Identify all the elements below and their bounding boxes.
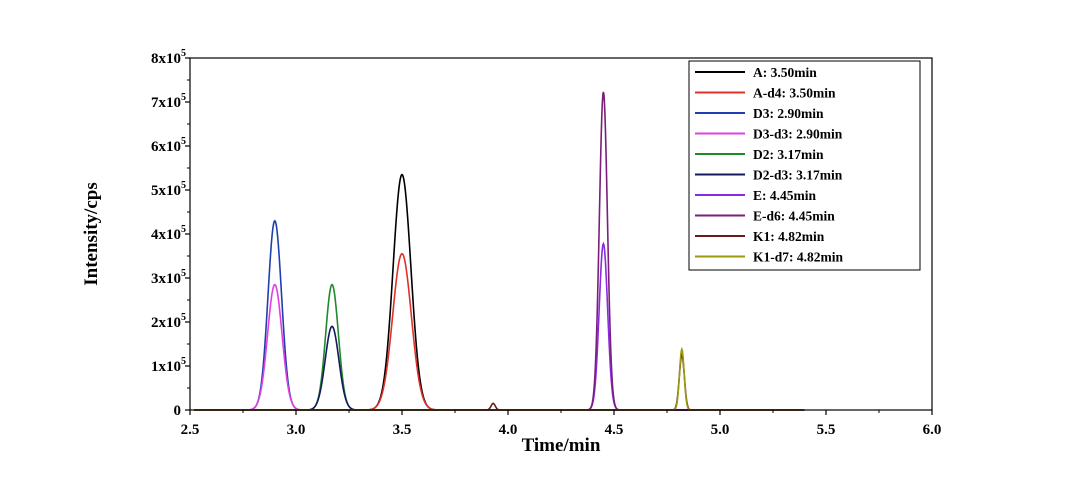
- legend-entry: E: 4.45min: [753, 188, 816, 203]
- x-tick-label: 5.5: [817, 422, 836, 438]
- series-line: [194, 252, 805, 411]
- x-tick-label: 3.5: [393, 422, 412, 438]
- y-tick-label: 0: [174, 403, 182, 419]
- x-tick-label: 4.0: [499, 422, 518, 438]
- y-tick-label: 3x105: [151, 268, 186, 287]
- legend-entry: K1: 4.82min: [753, 229, 825, 244]
- x-tick-label: 6.0: [923, 422, 942, 438]
- legend: A: 3.50min A-d4: 3.50min D3: 2.90min D3-d3:…: [688, 60, 921, 271]
- y-tick-label: 5x105: [151, 180, 186, 199]
- y-tick-label: 4x105: [151, 224, 186, 243]
- x-tick-label: 4.5: [605, 422, 624, 438]
- legend-entry: D2: 3.17min: [753, 147, 824, 162]
- y-axis: 0 1x105 2x105 3x105 4x105 5x105 6x105 7x105 8x10…: [151, 48, 190, 419]
- x-tick-label: 2.5: [181, 422, 200, 438]
- legend-entry: D3: 2.90min: [753, 106, 824, 121]
- y-tick-label: 8x105: [151, 48, 186, 67]
- y-tick-label: 1x105: [151, 356, 186, 375]
- x-axis-label: Time/min: [522, 435, 601, 456]
- legend-entry: A: 3.50min: [753, 65, 817, 80]
- y-tick-label: 6x105: [151, 136, 186, 155]
- legend-entry: D3-d3: 2.90min: [753, 127, 843, 142]
- y-axis-label: Intensity/cps: [81, 182, 102, 285]
- legend-entry: E-d6: 4.45min: [753, 209, 835, 224]
- series-line: [194, 283, 805, 411]
- series-line: [194, 283, 805, 411]
- legend-entry: D2-d3: 3.17min: [753, 168, 843, 183]
- legend-entry: A-d4: 3.50min: [753, 86, 836, 101]
- x-tick-label: 3.0: [287, 422, 306, 438]
- y-tick-label: 7x105: [151, 92, 186, 111]
- legend-box: [688, 60, 921, 271]
- y-tick-label: 2x105: [151, 312, 186, 331]
- x-axis: 2.5 3.0 3.5 4.0 4.5 5.0 5.5 6.0: [181, 410, 942, 438]
- x-tick-label: 5.0: [711, 422, 730, 438]
- legend-entry: K1-d7: 4.82min: [753, 250, 843, 265]
